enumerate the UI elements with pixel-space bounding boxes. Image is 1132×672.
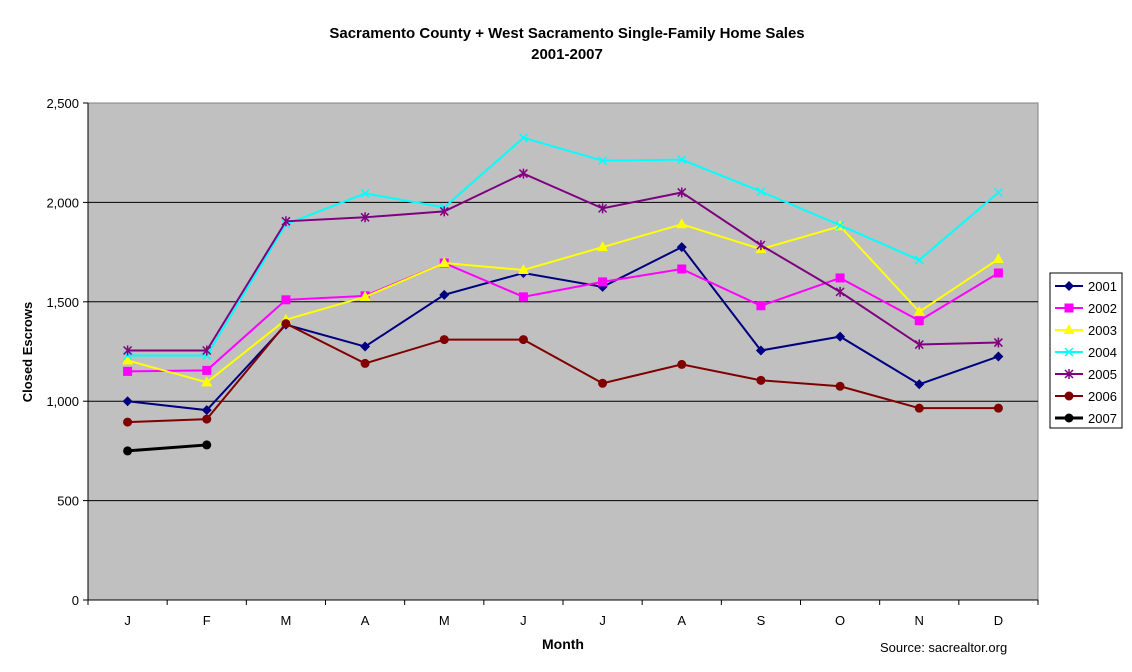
data-point-2007: [202, 440, 211, 449]
circle-marker-shape: [519, 335, 528, 344]
circle-marker-shape: [281, 319, 290, 328]
square-marker-shape: [915, 316, 924, 325]
line-chart: Sacramento County + West Sacramento Sing…: [0, 0, 1132, 672]
data-point-2002: [836, 273, 845, 282]
data-point-2006: [361, 359, 370, 368]
x-tick-label: M: [280, 613, 291, 628]
square-marker-shape: [123, 367, 132, 376]
legend-marker: [1065, 392, 1074, 401]
circle-marker-shape: [440, 335, 449, 344]
circle-marker-shape: [836, 382, 845, 391]
circle-marker-shape: [915, 404, 924, 413]
legend-marker: [1065, 414, 1074, 423]
square-marker-shape: [836, 273, 845, 282]
square-marker-shape: [994, 268, 1003, 277]
y-tick-label: 2,500: [46, 96, 79, 111]
data-point-2007: [123, 446, 132, 455]
circle-marker-shape: [756, 376, 765, 385]
source-note: Source: sacrealtor.org: [880, 640, 1007, 655]
data-point-2002: [677, 264, 686, 273]
legend-label: 2005: [1088, 367, 1117, 382]
circle-marker-shape: [1065, 414, 1074, 423]
data-point-2002: [598, 277, 607, 286]
data-point-2006: [202, 415, 211, 424]
circle-marker-shape: [598, 379, 607, 388]
data-point-2006: [677, 360, 686, 369]
circle-marker-shape: [123, 446, 132, 455]
data-point-2006: [281, 319, 290, 328]
x-tick-label: N: [915, 613, 924, 628]
data-point-2006: [836, 382, 845, 391]
x-tick-label: J: [599, 613, 606, 628]
circle-marker-shape: [123, 418, 132, 427]
legend-label: 2001: [1088, 279, 1117, 294]
legend-marker: [1065, 304, 1074, 313]
data-point-2002: [202, 366, 211, 375]
data-point-2006: [440, 335, 449, 344]
x-tick-label: O: [835, 613, 845, 628]
legend-label: 2002: [1088, 301, 1117, 316]
data-point-2006: [756, 376, 765, 385]
x-tick-label: J: [520, 613, 527, 628]
y-tick-label: 2,000: [46, 195, 79, 210]
x-tick-label: F: [203, 613, 211, 628]
square-marker-shape: [598, 277, 607, 286]
circle-marker-shape: [1065, 392, 1074, 401]
legend-label: 2003: [1088, 323, 1117, 338]
square-marker-shape: [519, 292, 528, 301]
square-marker-shape: [281, 295, 290, 304]
x-tick-label: M: [439, 613, 450, 628]
data-point-2002: [281, 295, 290, 304]
square-marker-shape: [1065, 304, 1074, 313]
circle-marker-shape: [677, 360, 686, 369]
y-tick-label: 1,000: [46, 394, 79, 409]
chart-title: Sacramento County + West Sacramento Sing…: [329, 25, 804, 42]
data-point-2002: [123, 367, 132, 376]
data-point-2002: [915, 316, 924, 325]
plot-area: [88, 103, 1038, 600]
square-marker-shape: [677, 264, 686, 273]
data-point-2006: [915, 404, 924, 413]
x-axis-label: Month: [542, 636, 584, 652]
circle-marker-shape: [202, 440, 211, 449]
square-marker-shape: [202, 366, 211, 375]
legend-label: 2006: [1088, 389, 1117, 404]
square-marker-shape: [756, 301, 765, 310]
circle-marker-shape: [202, 415, 211, 424]
data-point-2006: [994, 404, 1003, 413]
data-point-2002: [994, 268, 1003, 277]
data-point-2006: [519, 335, 528, 344]
legend: 2001 2002 2003 2004 2005 2006 2007: [1050, 273, 1122, 428]
circle-marker-shape: [361, 359, 370, 368]
y-tick-label: 500: [57, 494, 79, 509]
legend-label: 2007: [1088, 411, 1117, 426]
x-tick-label: A: [677, 613, 686, 628]
x-tick-label: A: [361, 613, 370, 628]
y-tick-label: 1,500: [46, 295, 79, 310]
data-point-2006: [598, 379, 607, 388]
y-axis-label: Closed Escrows: [20, 302, 35, 402]
data-point-2006: [123, 418, 132, 427]
y-tick-label: 0: [72, 593, 79, 608]
x-tick-label: S: [757, 613, 766, 628]
chart-subtitle: 2001-2007: [531, 46, 603, 63]
legend-label: 2004: [1088, 345, 1117, 360]
x-tick-label: D: [994, 613, 1003, 628]
data-point-2002: [756, 301, 765, 310]
x-tick-label: J: [124, 613, 131, 628]
circle-marker-shape: [994, 404, 1003, 413]
data-point-2002: [519, 292, 528, 301]
